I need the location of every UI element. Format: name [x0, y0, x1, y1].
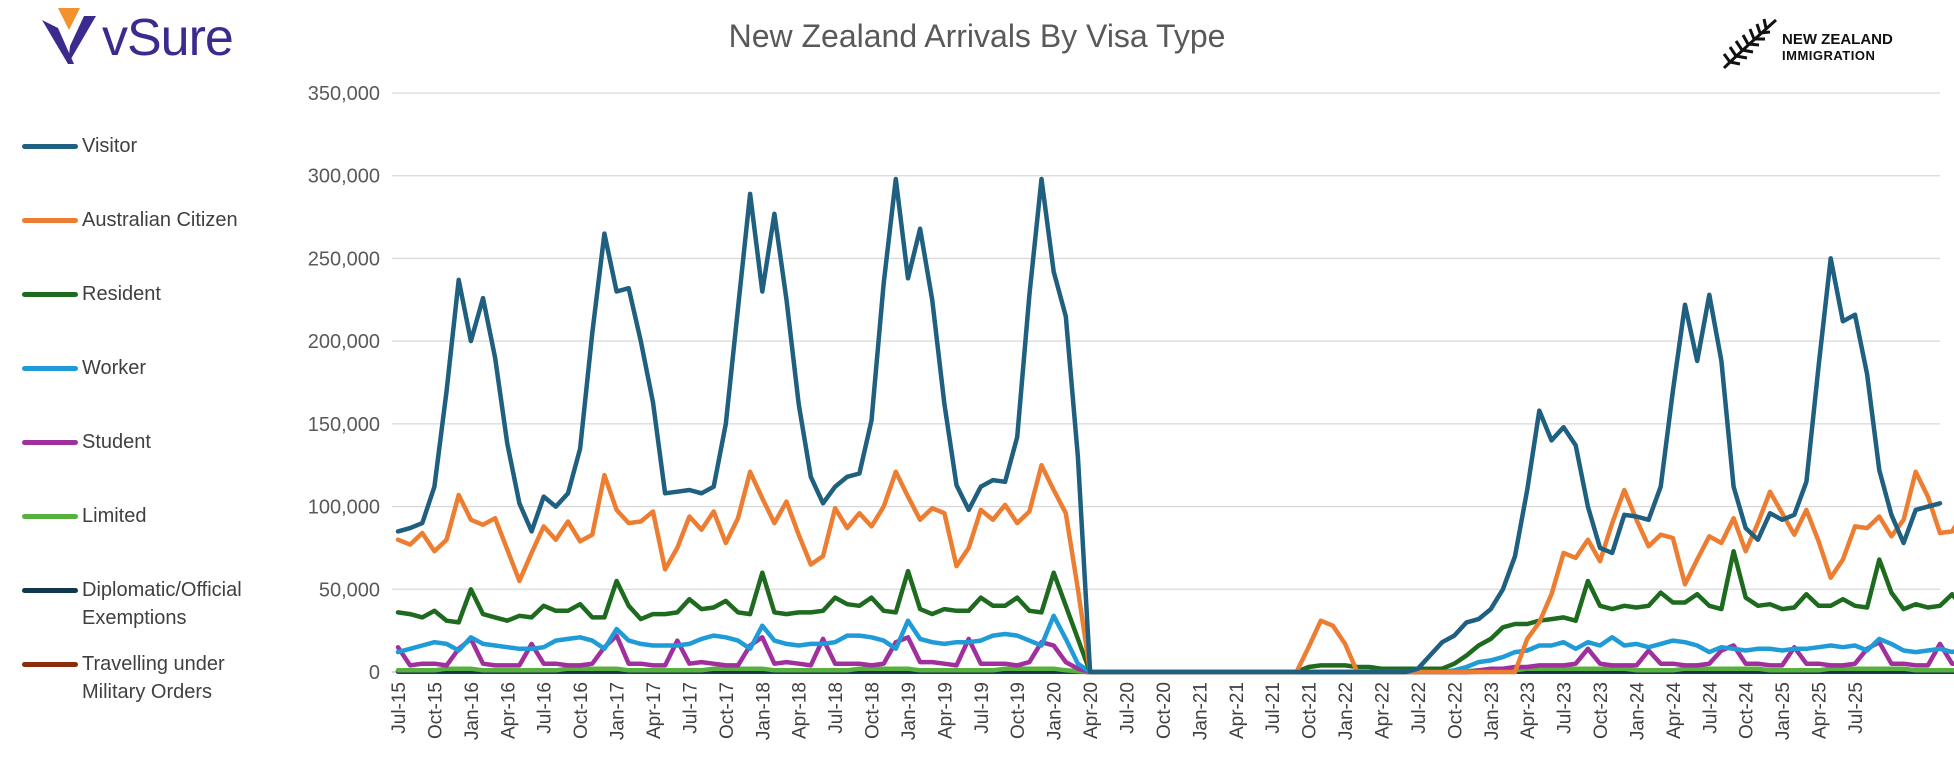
x-tick-label: Oct-22 — [1445, 682, 1466, 739]
legend-label: Australian Citizen — [82, 209, 238, 231]
legend-swatch — [22, 292, 78, 297]
y-tick-label: 350,000 — [308, 83, 380, 105]
x-tick-label: Jan-16 — [462, 682, 483, 740]
x-tick-label: Jul-25 — [1846, 682, 1867, 734]
x-tick-label: Apr-18 — [790, 682, 811, 739]
nz-logo-sub: IMMIGRATION — [1782, 48, 1876, 63]
legend-label: Resident — [82, 283, 161, 305]
legend-swatch — [22, 514, 78, 519]
nz-logo-name: NEW ZEALAND — [1782, 31, 1893, 48]
legend-label: Worker — [82, 357, 147, 379]
x-tick-label: Oct-20 — [1154, 682, 1175, 739]
x-tick-label: Jan-18 — [753, 682, 774, 740]
x-tick-label: Oct-19 — [1008, 682, 1029, 739]
silver-fern-icon — [1722, 18, 1778, 70]
y-tick-label: 300,000 — [308, 166, 380, 188]
y-tick-label: 50,000 — [319, 579, 380, 601]
x-tick-label: Jul-17 — [680, 682, 701, 734]
x-tick-label: Apr-25 — [1810, 682, 1831, 739]
legend-label: Diplomatic/Official Exemptions — [82, 579, 242, 629]
x-tick-label: Jan-17 — [608, 682, 629, 740]
vsure-wordmark: vSure — [102, 9, 234, 67]
x-tick-label: Jan-25 — [1773, 682, 1794, 740]
x-tick-label: Jul-22 — [1409, 682, 1430, 734]
legend-swatch — [22, 440, 78, 445]
y-tick-label: 100,000 — [308, 497, 380, 519]
x-tick-label: Apr-21 — [1227, 682, 1248, 739]
x-tick-label: Apr-16 — [498, 682, 519, 739]
x-tick-label: Apr-24 — [1664, 682, 1685, 739]
x-tick-label: Jul-23 — [1555, 682, 1576, 734]
legend-swatch — [22, 366, 78, 371]
legend-swatch — [22, 662, 78, 667]
y-tick-label: 200,000 — [308, 331, 380, 353]
x-tick-label: Jan-21 — [1190, 682, 1211, 740]
y-tick-label: 0 — [369, 662, 380, 684]
x-tick-label: Oct-24 — [1737, 682, 1758, 739]
x-tick-label: Oct-16 — [571, 682, 592, 739]
x-tick-label: Apr-23 — [1518, 682, 1539, 739]
x-tick-label: Oct-18 — [863, 682, 884, 739]
x-tick-label: Jan-19 — [899, 682, 920, 740]
legend-swatch — [22, 588, 78, 593]
x-tick-label: Jul-24 — [1700, 682, 1721, 734]
vsure-v-mark-icon — [42, 8, 96, 64]
nz-immigration-logo: NEW ZEALAND IMMIGRATION — [1720, 14, 1940, 74]
x-tick-label: Jul-16 — [535, 682, 556, 734]
legend-swatch — [22, 144, 78, 149]
legend-swatch — [22, 218, 78, 223]
x-tick-label: Jan-20 — [1045, 682, 1066, 740]
x-tick-label: Apr-20 — [1081, 682, 1102, 739]
x-tick-label: Jul-15 — [389, 682, 410, 734]
x-tick-label: Jul-19 — [972, 682, 993, 734]
x-tick-label: Jan-23 — [1482, 682, 1503, 740]
legend-label: Limited — [82, 505, 147, 527]
x-tick-label: Oct-21 — [1300, 682, 1321, 739]
x-tick-label: Apr-22 — [1372, 682, 1393, 739]
series-line-visitor — [395, 176, 1943, 675]
legend-label: Travelling under Military Orders — [82, 653, 225, 703]
x-tick-label: Oct-15 — [425, 682, 446, 739]
x-tick-label: Apr-19 — [935, 682, 956, 739]
x-tick-label: Apr-17 — [644, 682, 665, 739]
x-tick-label: Oct-17 — [717, 682, 738, 739]
legend-label: Visitor — [82, 135, 138, 157]
x-tick-label: Jan-22 — [1336, 682, 1357, 740]
x-tick-label: Oct-23 — [1591, 682, 1612, 739]
vsure-logo: vSure — [38, 6, 258, 67]
x-tick-label: Jan-24 — [1627, 682, 1648, 741]
chart-title: New Zealand Arrivals By Visa Type — [728, 18, 1226, 54]
x-tick-label: Jul-21 — [1263, 682, 1284, 734]
legend-label: Student — [82, 431, 151, 453]
y-tick-label: 250,000 — [308, 248, 380, 270]
x-tick-label: Jul-20 — [1118, 682, 1139, 734]
x-tick-label: Jul-18 — [826, 682, 847, 734]
y-tick-label: 150,000 — [308, 414, 380, 436]
